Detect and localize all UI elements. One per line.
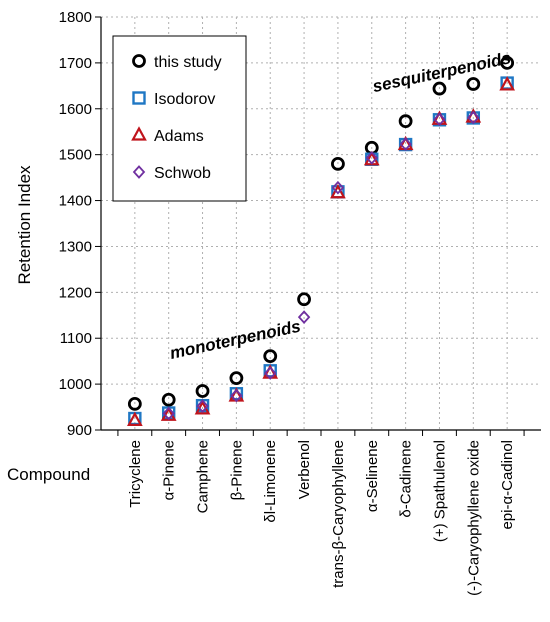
data-points [126, 55, 516, 426]
annotation-label: monoterpenoids [168, 317, 302, 363]
x-tick-label: Verbenol [296, 440, 313, 499]
data-point [195, 384, 210, 398]
data-point [196, 399, 209, 413]
y-axis-label: Retention Index [15, 165, 34, 285]
data-point [230, 388, 243, 403]
legend-label: Schwob [154, 165, 211, 182]
data-point [162, 406, 175, 421]
data-point [297, 310, 311, 324]
x-tick-label: (+) Spathulenol [431, 440, 448, 542]
data-point [398, 114, 413, 129]
y-tick-label: 1000 [59, 376, 92, 393]
y-tick-label: 1600 [59, 101, 92, 118]
data-point [467, 110, 480, 125]
x-tick-label: Tricyclene [127, 440, 144, 508]
legend: this study Isodorov Adams Schwob [112, 35, 247, 202]
data-point [499, 76, 516, 91]
x-tick-label: epi-α-Cadinol [499, 440, 516, 530]
data-point [331, 156, 345, 171]
x-tick-label: α-Pinene [161, 440, 178, 500]
y-tick-label: 1500 [59, 147, 92, 164]
legend-marker [131, 126, 147, 141]
data-point [126, 411, 143, 426]
data-point [433, 112, 446, 127]
x-tick-label: (-)-Caryophyllene oxide [465, 440, 482, 596]
data-point [264, 366, 277, 380]
legend-label: Adams [154, 128, 204, 145]
data-point [365, 151, 378, 165]
y-tick-label: 1400 [59, 193, 92, 210]
y-tick-label: 900 [67, 422, 92, 439]
data-point [331, 180, 345, 195]
x-tick-label: β-Pinene [228, 440, 245, 500]
data-point [330, 183, 346, 199]
legend-marker [132, 165, 146, 179]
x-tick-label: α-Selinene [364, 440, 381, 512]
y-tick-label: 1800 [59, 9, 92, 26]
x-axis-label: Compound [7, 465, 90, 484]
data-point [229, 371, 244, 386]
data-point [297, 292, 311, 307]
y-tick-label: 1100 [60, 330, 92, 347]
legend-label: Isodorov [154, 91, 215, 108]
data-point [127, 396, 142, 411]
legend-label: this study [154, 54, 222, 71]
x-tick-label: trans-β-Caryophyllene [330, 440, 347, 588]
series-this-study [127, 55, 515, 411]
x-tick-label: Camphene [195, 440, 212, 513]
annotation-label: sesquiterpenoids [371, 48, 513, 96]
grid [101, 16, 541, 430]
y-tick-label: 1700 [59, 55, 92, 72]
y-tick-label: 1200 [59, 284, 92, 301]
y-tick-label: 1300 [59, 238, 92, 255]
data-point [466, 77, 481, 91]
data-point [500, 55, 515, 70]
data-point [399, 137, 412, 151]
x-tick-label: δ-Cadinene [398, 440, 415, 518]
data-point [432, 81, 447, 96]
legend-marker [132, 54, 146, 68]
data-point [263, 349, 278, 364]
x-tick-label: δl-Limonene [262, 440, 279, 523]
legend-marker [132, 91, 146, 105]
axes: 900 1000 1100 1200 1300 1400 1500 1600 1700 1800 T… [59, 9, 541, 596]
data-point [161, 392, 176, 407]
series-schwob [162, 110, 480, 421]
